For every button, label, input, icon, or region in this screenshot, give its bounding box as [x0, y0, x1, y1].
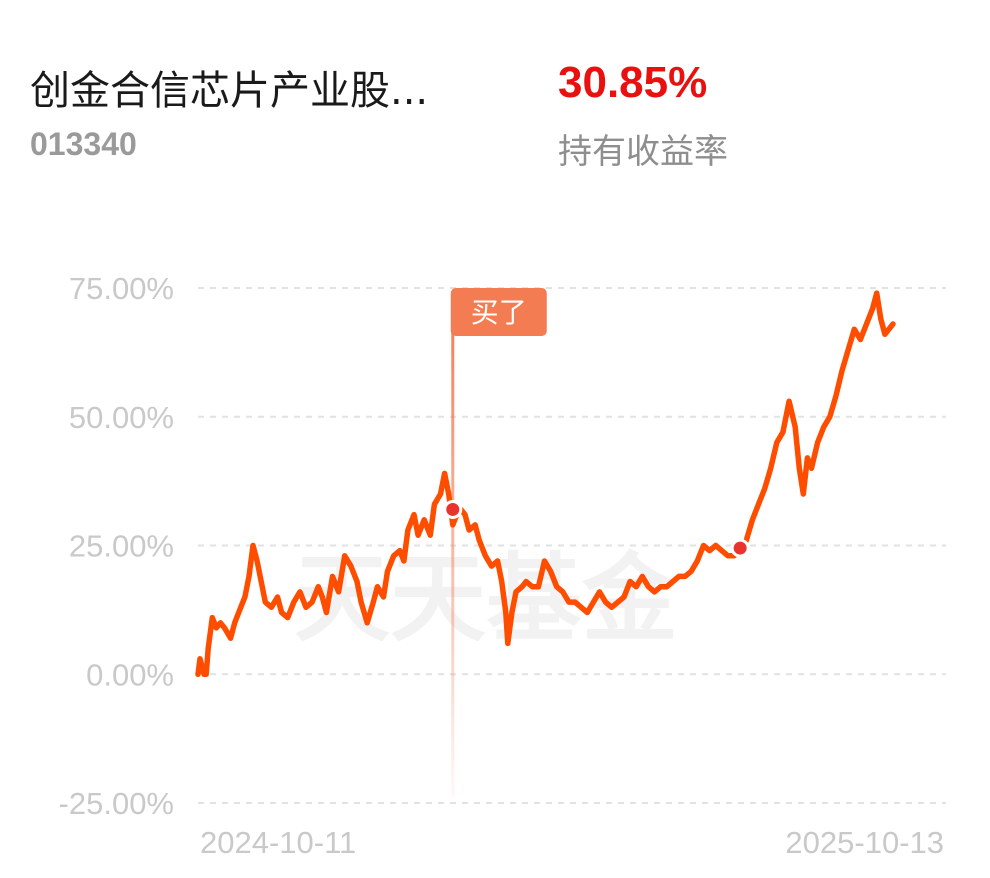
y-tick-label: 25.00%: [69, 529, 174, 564]
buy-guide-line: [451, 330, 455, 797]
y-tick-label: 75.00%: [69, 271, 174, 306]
y-tick-label: 50.00%: [69, 400, 174, 435]
x-tick-label-start: 2024-10-11: [200, 825, 356, 860]
annotations: 买了: [443, 288, 750, 558]
x-tick-label-end: 2025-10-13: [785, 825, 944, 860]
buy-tag[interactable]: [450, 288, 547, 336]
y-tick-label: -25.00%: [59, 786, 174, 821]
buy-guide: [451, 330, 455, 797]
y-axis: 75.00% 50.00% 25.00% 0.00% -25.00%: [59, 271, 174, 821]
grid: [198, 287, 946, 804]
series-layer: [195, 290, 896, 678]
buy-tag-label: 买了: [471, 296, 527, 329]
x-axis: 2024-10-11 2025-10-13: [200, 825, 944, 860]
holding-return-label: 持有收益率: [558, 132, 728, 172]
y-tick-label: 0.00%: [86, 657, 174, 692]
trade-point-marker[interactable]: [730, 538, 750, 558]
fund-code: 013340: [30, 126, 137, 162]
fund-name: 创金合信芯片产业股...: [30, 68, 429, 114]
return-series-line: [195, 290, 896, 678]
holding-return-value: 30.85%: [558, 58, 708, 107]
buy-point-marker[interactable]: [443, 499, 463, 519]
